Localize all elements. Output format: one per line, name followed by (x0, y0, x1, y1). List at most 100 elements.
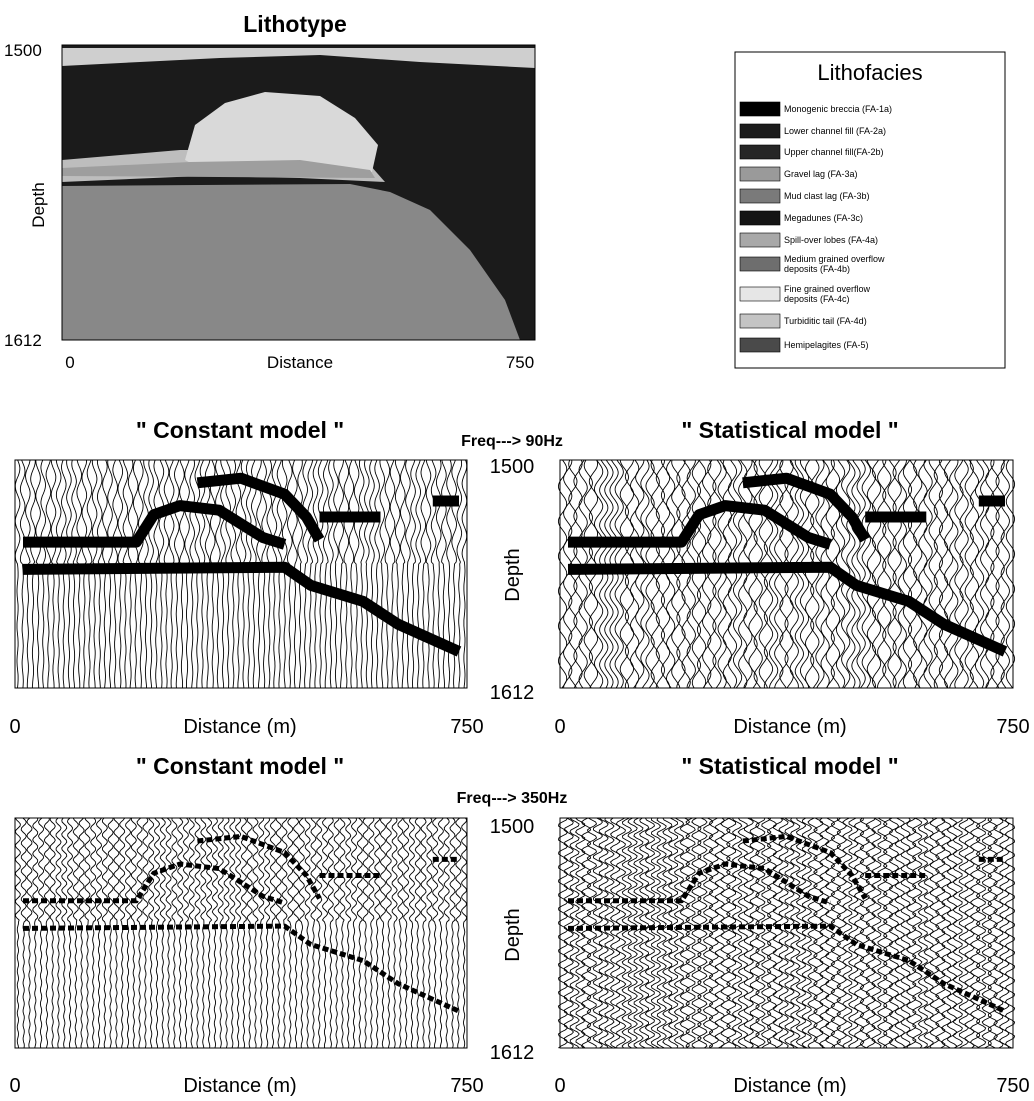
seismic-trace (952, 817, 963, 1049)
seismic-trace (846, 459, 856, 689)
x-axis-label: Distance (267, 353, 333, 372)
seismic-trace (400, 459, 406, 688)
legend-label: Mud clast lag (FA-3b) (784, 191, 870, 201)
legend-swatch (739, 210, 781, 226)
seismic-trace (877, 817, 888, 1049)
seismic-trace (900, 817, 911, 1049)
seismic-trace (350, 817, 357, 1049)
seismic-trace (95, 817, 102, 1049)
x-right-label: 750 (450, 1075, 483, 1096)
seismic-trace (348, 459, 355, 689)
legend-swatch (739, 123, 781, 139)
legend-label: Lower channel fill (FA-2a) (784, 126, 886, 136)
seismic-trace (72, 817, 79, 1049)
seismic-trace (26, 817, 33, 1049)
seismic-trace (142, 817, 149, 1049)
seismic-trace (179, 459, 185, 689)
seismic-trace (887, 459, 897, 689)
frequency-label: Freq---> 350Hz (457, 790, 568, 807)
seismic-trace (712, 459, 722, 689)
seismic-trace (974, 459, 985, 689)
seismic-trace (215, 459, 221, 689)
seismic-trace (856, 459, 866, 689)
seismic-trace (691, 817, 702, 1049)
depth-bottom-label: 1612 (490, 1042, 535, 1064)
seismic-trace (586, 817, 598, 1049)
seismic-trace (266, 459, 273, 689)
seismic-trace (779, 459, 789, 689)
legend-label: Fine grained overflow (784, 284, 871, 294)
seismic-panels: Freq---> 90Hz 1500 1612 Depth " Constant mod… (9, 417, 1029, 1097)
seismic-trace (194, 817, 201, 1049)
seismic-reflector (742, 833, 868, 900)
seismic-trace (708, 817, 720, 1049)
seismic-trace (830, 817, 842, 1049)
seismic-trace (432, 817, 439, 1049)
seismic-trace (902, 459, 913, 689)
seismic-trace (443, 817, 450, 1049)
seismic-trace (426, 817, 433, 1049)
seismic-trace (307, 459, 314, 688)
seismic-trace (656, 817, 667, 1049)
seismic-trace (676, 459, 686, 689)
seismic-trace (310, 817, 317, 1049)
seismic-trace (673, 817, 685, 1049)
seismic-trace (877, 459, 887, 688)
seismic-trace (130, 817, 137, 1049)
legend-label: deposits (FA-4c) (784, 294, 850, 304)
lithotype-top-band (62, 48, 535, 68)
x-left-label: 0 (9, 716, 20, 738)
seismic-trace (621, 817, 633, 1049)
panel-title: " Constant model " (136, 753, 344, 779)
depth-axis-label: Depth (502, 908, 524, 961)
seismic-trace (384, 459, 391, 689)
seismic-trace (379, 817, 386, 1049)
seismic-trace (981, 817, 993, 1049)
seismic-trace (211, 817, 218, 1049)
seismic-trace (789, 459, 799, 689)
legend-label: Upper channel fill(FA-2b) (784, 147, 884, 157)
seismic-trace (414, 817, 421, 1049)
legend-swatch (739, 144, 781, 160)
seismic-trace (933, 459, 943, 689)
seismic-trace (240, 817, 247, 1049)
lithotype-dome (185, 92, 378, 172)
legend-label: Gravel lag (FA-3a) (784, 169, 858, 179)
legend-items: Monogenic breccia (FA-1a) Lower channel f… (739, 101, 892, 353)
seismic-trace (725, 817, 737, 1049)
seismic-trace (389, 459, 396, 689)
seismic-trace (200, 817, 207, 1049)
seismic-trace (569, 817, 580, 1049)
seismic-trace (101, 817, 108, 1049)
seismic-trace (132, 459, 139, 689)
legend-label: deposits (FA-4b) (784, 264, 850, 274)
seismic-trace (369, 459, 375, 689)
seismic-trace (385, 817, 392, 1049)
seismic-trace (805, 459, 815, 689)
seismic-trace (43, 817, 50, 1049)
seismic-trace (818, 817, 830, 1049)
legend-swatch (739, 188, 781, 204)
seismic-trace (461, 817, 468, 1049)
seismic-trace (609, 817, 621, 1049)
panel-title: " Statistical model " (681, 753, 898, 779)
x-right-label: 750 (506, 353, 534, 372)
seismic-trace (163, 459, 170, 689)
seismic-trace (897, 459, 907, 689)
x-right-label: 750 (450, 716, 483, 738)
seismic-trace (20, 817, 27, 1049)
legend-swatch (739, 256, 781, 272)
seismic-trace (727, 459, 738, 689)
seismic-trace (220, 459, 226, 688)
legend-label: Hemipelagites (FA-5) (784, 340, 869, 350)
seismic-trace (681, 459, 691, 689)
seismic-trace (275, 818, 282, 1049)
seismic-trace (970, 817, 981, 1049)
seismic-trace (790, 817, 801, 1049)
seismic-trace (575, 817, 586, 1049)
seismic-reflector (22, 923, 461, 1014)
seismic-trace (37, 817, 44, 1049)
seismic-trace (168, 459, 175, 689)
depth-bottom-label: 1612 (4, 331, 42, 350)
